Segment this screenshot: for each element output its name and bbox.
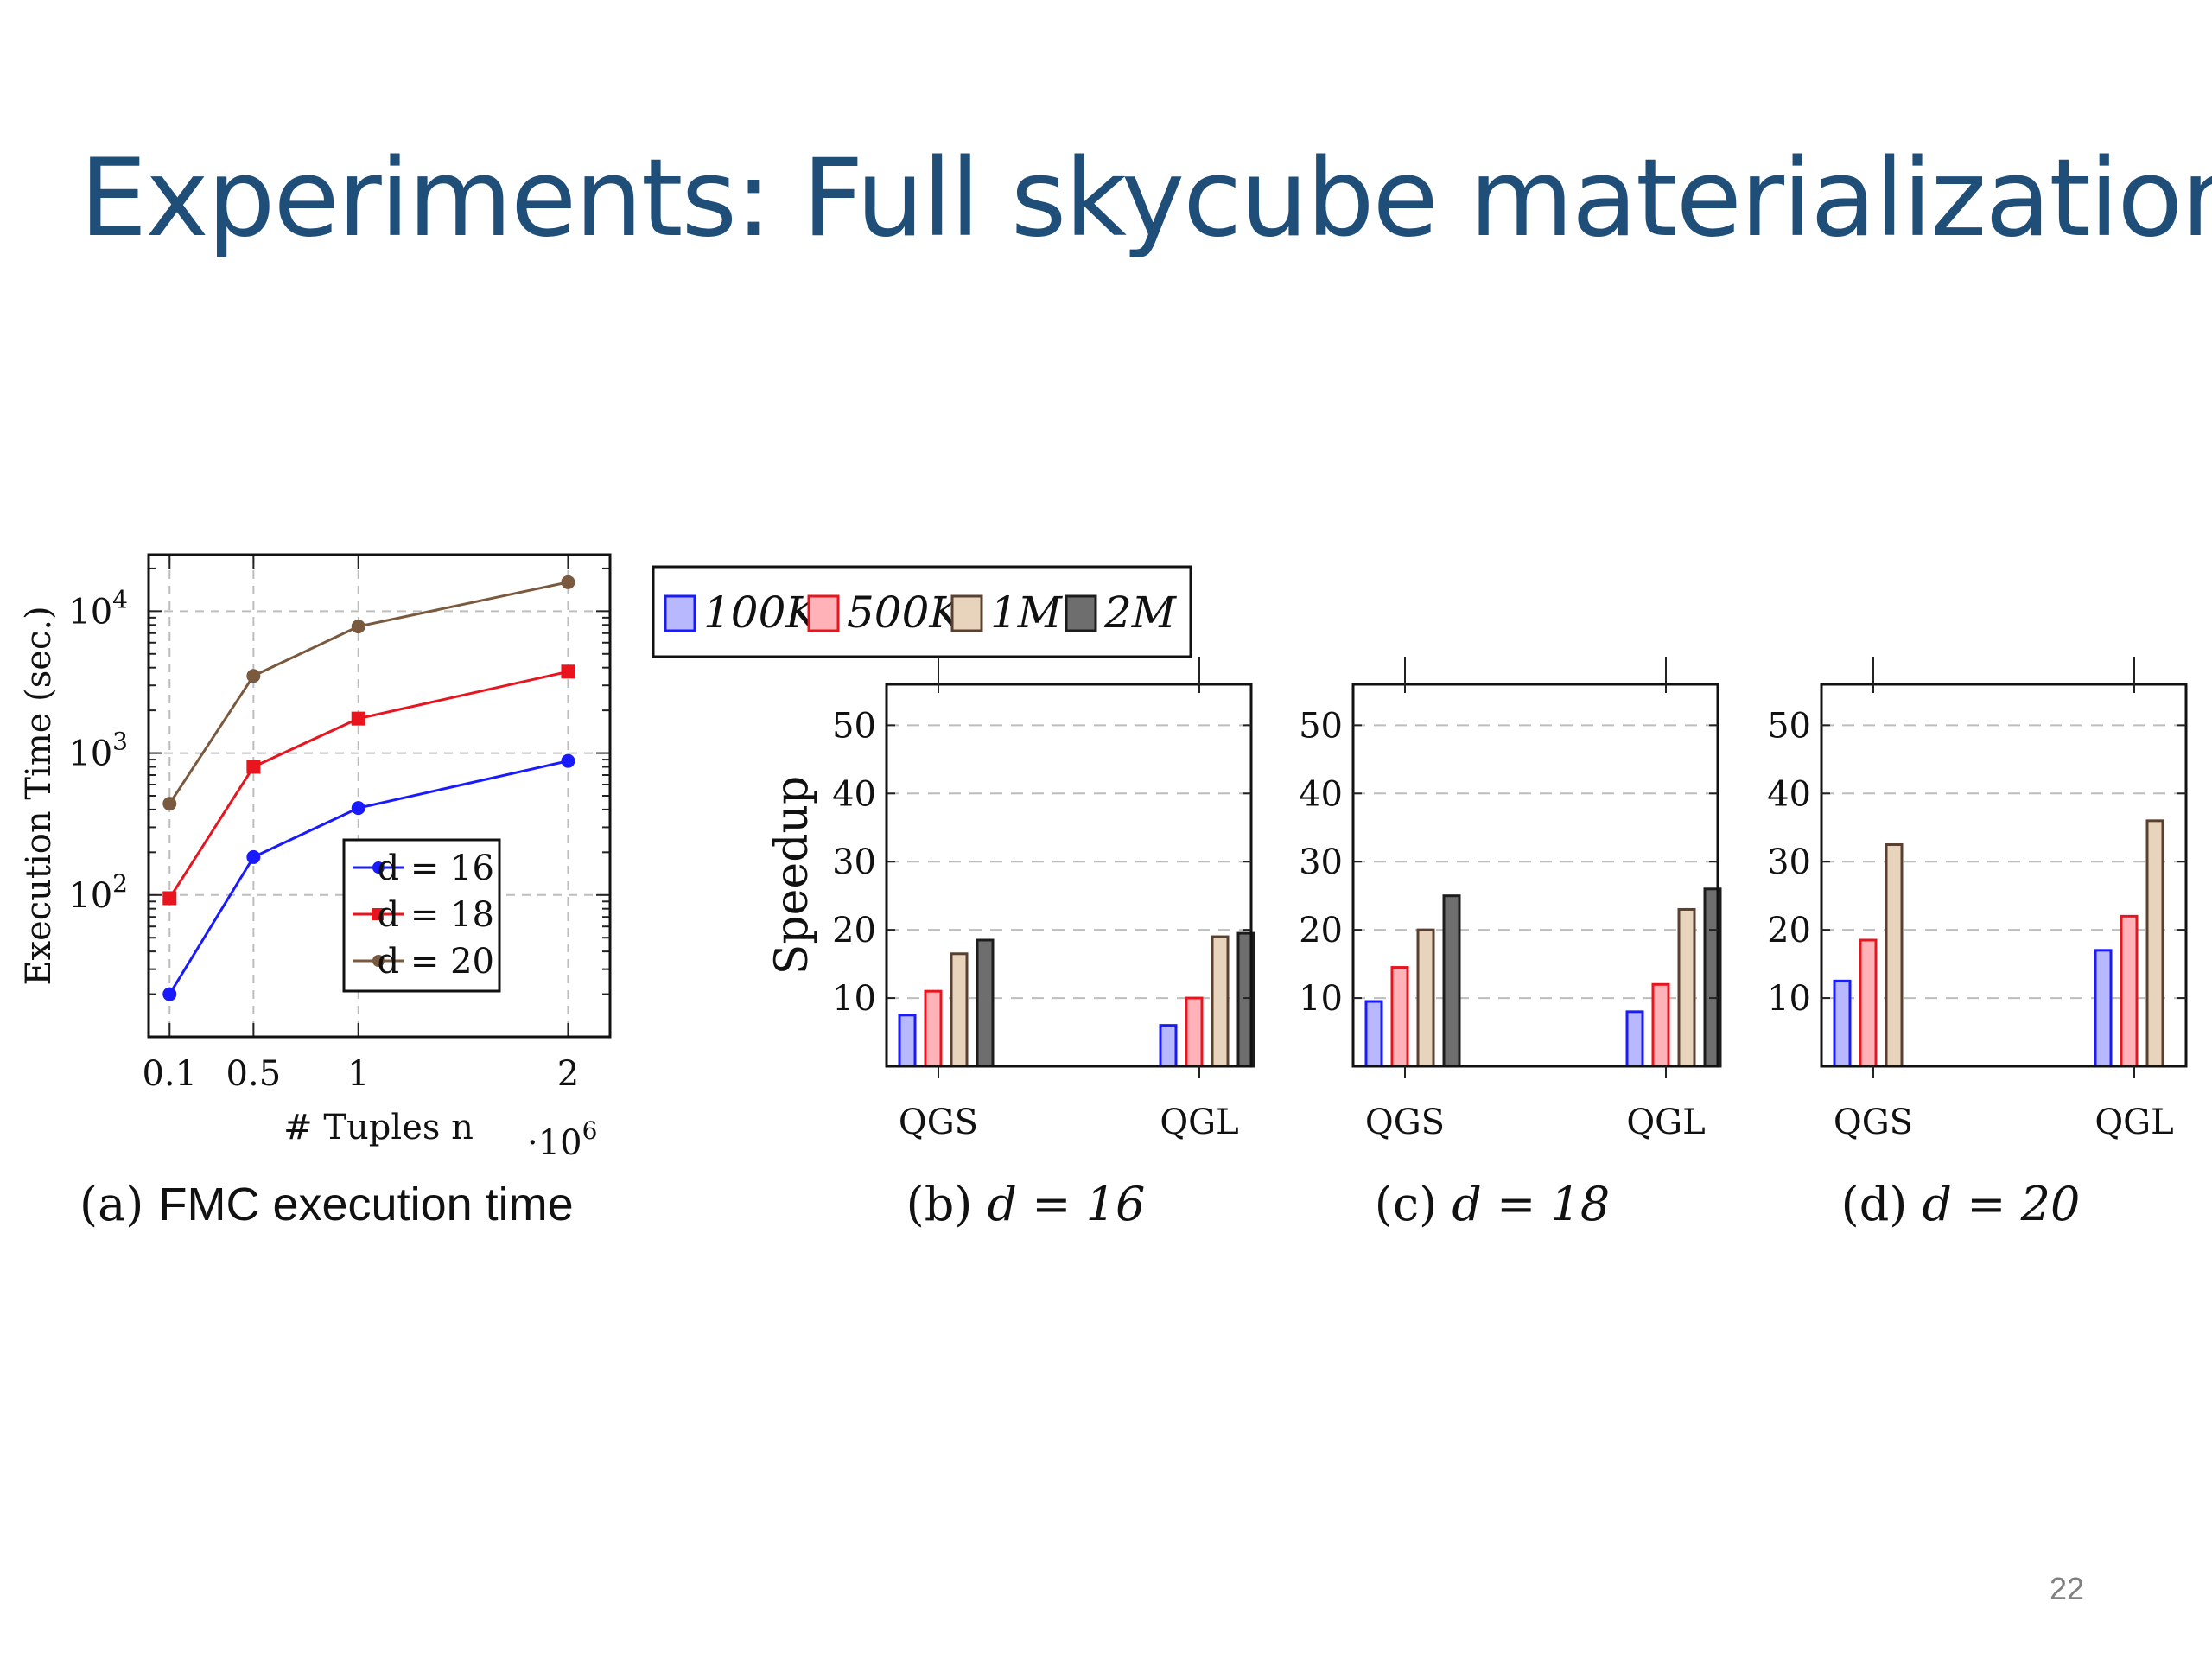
data-point [561,753,575,768]
legend-label: 2M [1103,588,1178,638]
bar [1651,982,1670,1068]
y-tick-label: 20 [1299,911,1343,950]
bar [1677,907,1696,1068]
bar [1416,928,1435,1068]
legend-label: 100K [703,588,820,638]
data-point [561,575,575,589]
plot-frame [147,553,612,1039]
bar [976,938,995,1068]
legend-frame [652,565,1192,658]
legend-marker [372,861,385,874]
y-tick-label: 10 [1767,979,1811,1019]
series-line [168,581,569,804]
x-tick-label: 2 [557,1054,579,1094]
legend-swatch [950,594,983,632]
y-tick-label: 30 [1767,842,1811,882]
caption-a: (a) FMC execution time [79,1177,574,1231]
x-multiplier: ·106 [527,1116,597,1163]
data-point [162,987,177,1001]
slide-title: Experiments: Full skycube materializatio… [79,137,2212,261]
bar [1442,894,1461,1068]
legend-label: 1M [990,588,1064,638]
data-point [246,760,261,774]
y-tick-label: 104 [68,585,128,632]
legend-bcd: 100K 500K 1M 2M [652,565,1192,658]
data-point [351,801,365,816]
y-tick-label: 10 [1299,979,1343,1019]
category-label: QGL [1160,1103,1238,1142]
y-tick-label: 10 [832,979,876,1019]
bar [2094,949,2113,1068]
y-axis-label: Execution Time (sec.) [19,606,59,985]
data-point [162,797,177,811]
data-point [162,891,177,906]
y-tick-label: 30 [1299,842,1343,882]
bar [2145,819,2164,1068]
legend-a: d = 16 d = 18 d = 20 [342,838,501,993]
speedup-axis-label: Speedup [766,776,818,976]
y-tick-label: 102 [68,869,128,916]
plot-frame [1351,683,1719,1068]
y-tick-label: 20 [832,911,876,950]
chart-c: 10 20 30 40 50 QGS QGL (c) d = 18 [1299,657,1722,1231]
bar [1390,966,1409,1068]
x-tick-label: 0.1 [142,1054,197,1094]
category-label: QGL [2094,1103,2173,1142]
data-point [246,669,261,683]
data-point [246,849,261,864]
legend-marker [372,908,384,920]
y-tick-label: 40 [1299,774,1343,814]
x-axis-label: # Tuples n [283,1108,474,1147]
category-label: QGS [1365,1103,1445,1142]
chart-d: 10 20 30 40 50 QGS QGL (d) d = 20 [1767,657,2188,1231]
bar [924,989,943,1068]
caption-c: (c) d = 18 [1375,1177,1610,1231]
y-tick-label: 50 [832,706,876,746]
data-point [351,711,365,726]
legend-swatch [664,594,696,632]
bar [1859,938,1878,1068]
bar [2120,914,2139,1068]
category-label: QGS [1834,1103,1913,1142]
slide-number: 22 [2050,1571,2085,1606]
legend-swatch [807,594,840,632]
plot-frame [885,683,1253,1068]
y-tick-label: 40 [1767,774,1811,814]
x-tick-label: 0.5 [226,1054,282,1094]
y-tick-label: 103 [68,728,128,774]
category-label: QGL [1626,1103,1705,1142]
chart-b: 10 20 30 40 50 QGS QGL (b) d = 16 [832,657,1255,1231]
series-line [168,760,569,995]
caption-d: (d) d = 20 [1841,1177,2081,1231]
legend-swatch [1065,594,1097,632]
category-label: QGS [899,1103,978,1142]
plot-frame [1820,683,2188,1068]
bar [1211,935,1230,1068]
legend-label: d = 16 [378,849,494,888]
y-tick-label: 50 [1299,706,1343,746]
data-point [561,664,575,679]
legend-label: d = 20 [378,942,494,982]
bar [1159,1024,1178,1068]
y-tick-label: 40 [832,774,876,814]
x-tick-label: 1 [347,1054,369,1094]
chart-a: 0.1 0.5 1 2 102 103 104 # Tuples n ·106 Execution… [19,553,612,1231]
y-tick-label: 30 [832,842,876,882]
bar [1364,1000,1383,1068]
legend-label: 500K [847,588,963,638]
series-line [168,670,569,899]
bar [1185,996,1204,1068]
bar [1833,979,1852,1068]
caption-b: (b) d = 16 [906,1177,1146,1231]
legend-label: d = 18 [378,895,494,935]
y-tick-label: 20 [1767,911,1811,950]
bar [1885,842,1904,1068]
bar [950,952,969,1068]
bar [1625,1010,1644,1068]
data-point [351,620,365,634]
legend-marker [372,955,385,967]
bar [898,1014,917,1068]
y-tick-label: 50 [1767,706,1811,746]
